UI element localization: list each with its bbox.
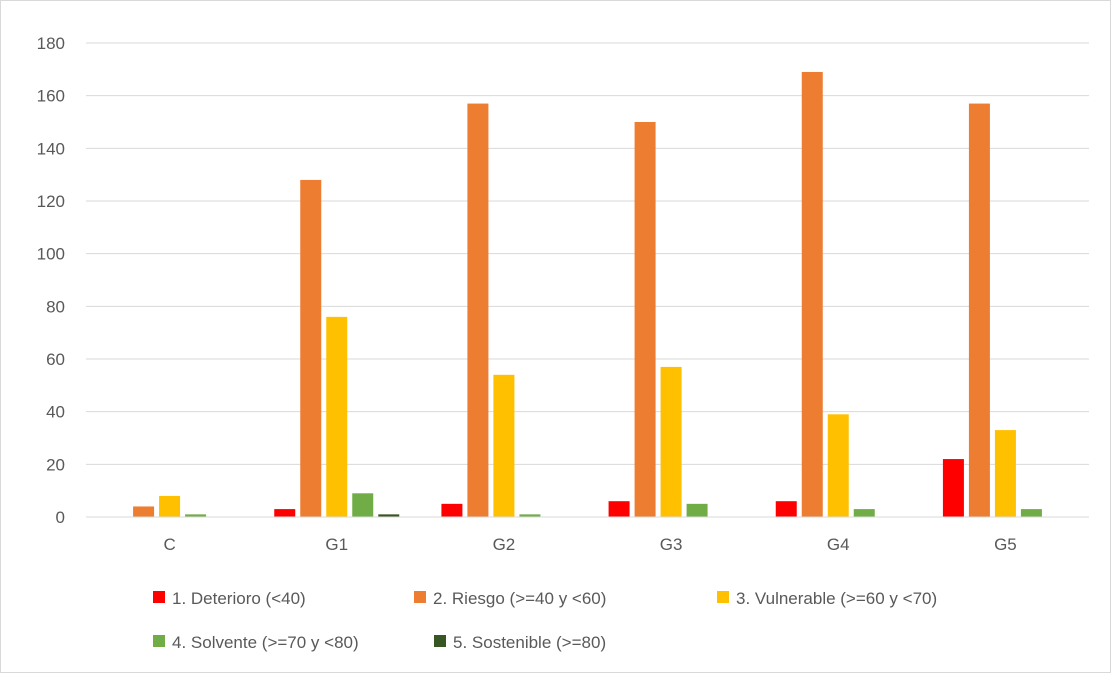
- legend-label: 1. Deterioro (<40): [172, 589, 306, 608]
- legend-item: 5. Sostenible (>=80): [434, 633, 606, 652]
- bar-g1-series-3: [326, 316, 348, 517]
- y-axis-ticks: 0 20 40 60 80 100 120 140 160 180: [37, 34, 65, 527]
- x-tick-label: G3: [660, 535, 683, 554]
- bar-g2-series-1: [441, 503, 463, 517]
- legend-item: 1. Deterioro (<40): [153, 589, 306, 608]
- bar-g5-series-3: [994, 430, 1016, 517]
- bar-g1-series-5: [378, 514, 400, 517]
- y-tick-label: 40: [46, 403, 65, 422]
- bars: [133, 71, 1042, 518]
- legend: 1. Deterioro (<40) 2. Riesgo (>=40 y <60)…: [153, 589, 937, 652]
- legend-label: 2. Riesgo (>=40 y <60): [433, 589, 606, 608]
- legend-swatch: [153, 635, 165, 647]
- bar-g1-series-1: [274, 509, 296, 517]
- x-axis-ticks: C G1 G2 G3 G4 G5: [163, 535, 1016, 554]
- bar-g2-series-3: [493, 374, 515, 517]
- bar-g4-series-3: [827, 414, 849, 517]
- bar-g4-series-4: [853, 509, 875, 517]
- y-tick-label: 0: [56, 508, 65, 527]
- bar-c-series-4: [185, 514, 207, 517]
- legend-label: 3. Vulnerable (>=60 y <70): [736, 589, 937, 608]
- y-tick-label: 180: [37, 34, 65, 53]
- legend-label: 5. Sostenible (>=80): [453, 633, 606, 652]
- bar-g2-series-2: [467, 103, 489, 518]
- bar-g2-series-4: [519, 514, 541, 517]
- bar-g4-series-1: [775, 501, 797, 517]
- bar-g1-series-2: [300, 179, 322, 517]
- bar-g3-series-4: [686, 503, 708, 517]
- bar-c-series-3: [159, 495, 181, 517]
- x-tick-label: G1: [325, 535, 348, 554]
- x-tick-label: C: [163, 535, 175, 554]
- y-tick-label: 140: [37, 139, 65, 158]
- bar-g5-series-2: [968, 103, 990, 518]
- y-tick-label: 160: [37, 87, 65, 106]
- legend-swatch: [434, 635, 446, 647]
- y-tick-label: 20: [46, 455, 65, 474]
- legend-swatch: [717, 591, 729, 603]
- bar-g3-series-1: [608, 501, 630, 517]
- bar-g5-series-4: [1020, 509, 1042, 517]
- gridlines: [86, 42, 1089, 465]
- legend-item: 3. Vulnerable (>=60 y <70): [717, 589, 937, 608]
- legend-swatch: [153, 591, 165, 603]
- legend-label: 4. Solvente (>=70 y <80): [172, 633, 359, 652]
- x-tick-label: G4: [827, 535, 850, 554]
- bar-c-series-2: [133, 506, 155, 517]
- legend-item: 4. Solvente (>=70 y <80): [153, 633, 359, 652]
- bar-g5-series-1: [942, 459, 964, 517]
- y-tick-label: 80: [46, 297, 65, 316]
- bar-g1-series-4: [352, 493, 374, 517]
- y-tick-label: 100: [37, 245, 65, 264]
- x-tick-label: G5: [994, 535, 1017, 554]
- bar-g3-series-3: [660, 366, 682, 517]
- legend-swatch: [414, 591, 426, 603]
- x-tick-label: G2: [493, 535, 516, 554]
- legend-item: 2. Riesgo (>=40 y <60): [414, 589, 606, 608]
- bar-g4-series-2: [801, 71, 823, 517]
- y-tick-label: 120: [37, 192, 65, 211]
- bar-g3-series-2: [634, 122, 656, 517]
- y-tick-label: 60: [46, 350, 65, 369]
